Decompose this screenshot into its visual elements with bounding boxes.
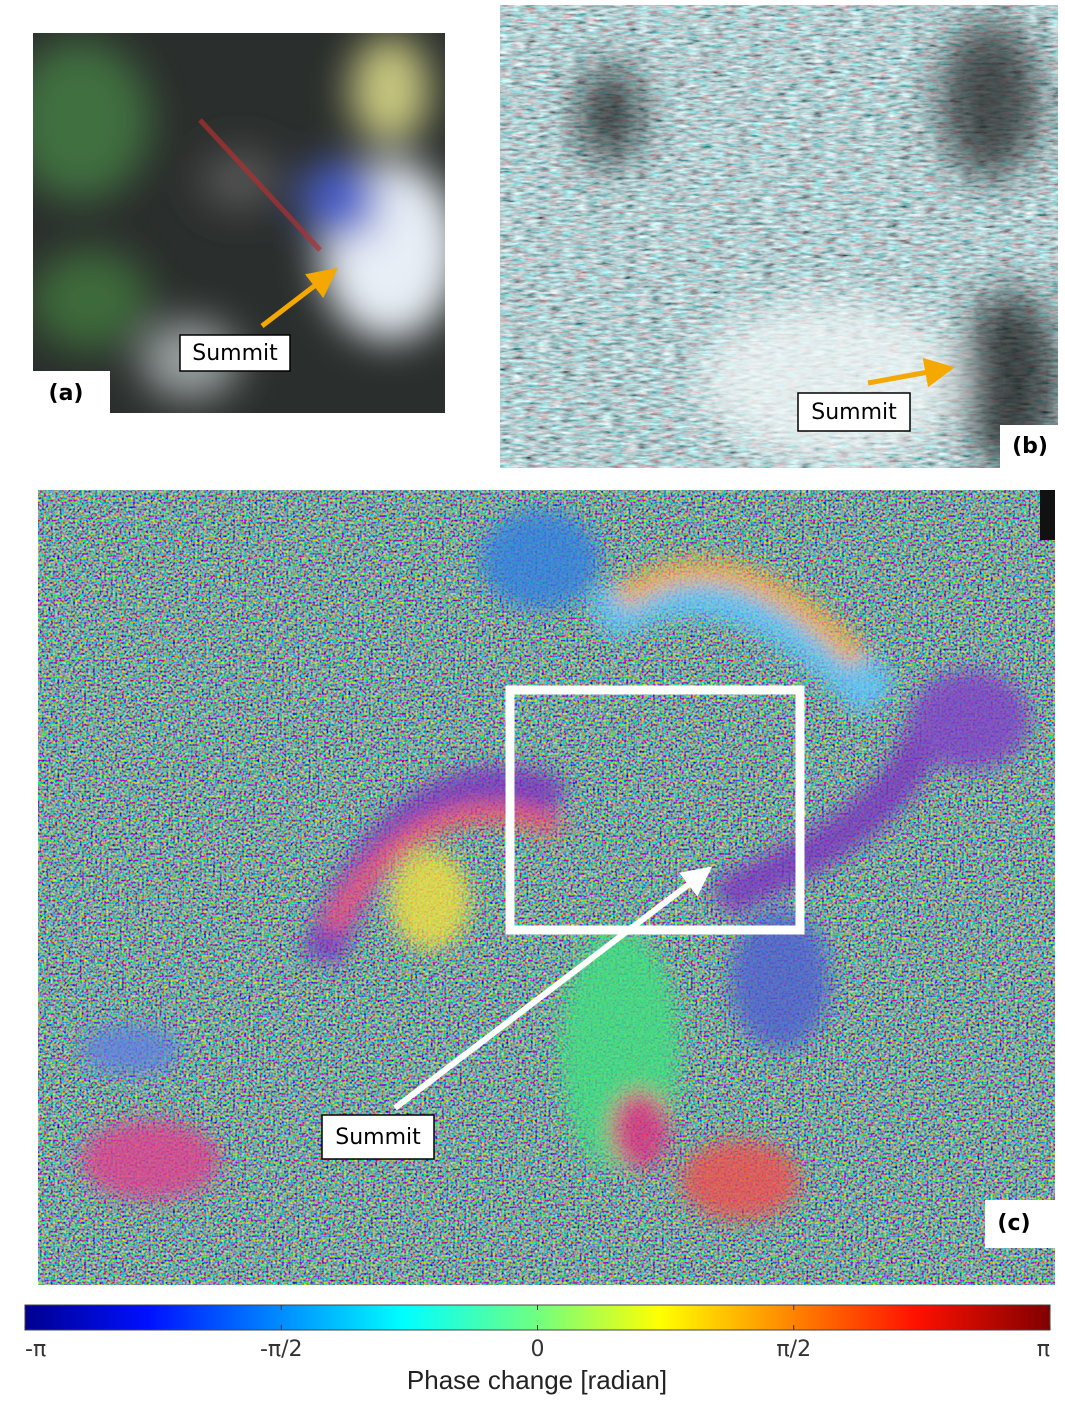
page: {"panels": { "a": {"tag": "(a)", "annota…	[0, 0, 1065, 1412]
panel-tag: (a)	[49, 381, 84, 406]
panel-b-image	[500, 5, 1060, 470]
figure: Summit (a) Summit (b)	[0, 0, 1065, 1412]
annotation: Summit	[335, 1125, 421, 1150]
annotation: Summit	[192, 341, 278, 366]
colorbar-tick-label: -π	[25, 1337, 46, 1362]
panel-tag: (c)	[997, 1211, 1030, 1236]
panel-c-image	[38, 490, 1055, 1285]
panel-tag: (b)	[1012, 434, 1048, 459]
colorbar-tick-label: π	[1037, 1337, 1050, 1362]
corner	[1040, 490, 1055, 540]
colorbar-tick-label: -π/2	[260, 1337, 303, 1362]
annotation: Summit	[811, 400, 897, 425]
colorbar-tick-label: 0	[531, 1337, 545, 1362]
colorbar-title: Phase change [radian]	[407, 1365, 667, 1395]
colorbar-tick-label: π/2	[776, 1337, 811, 1362]
